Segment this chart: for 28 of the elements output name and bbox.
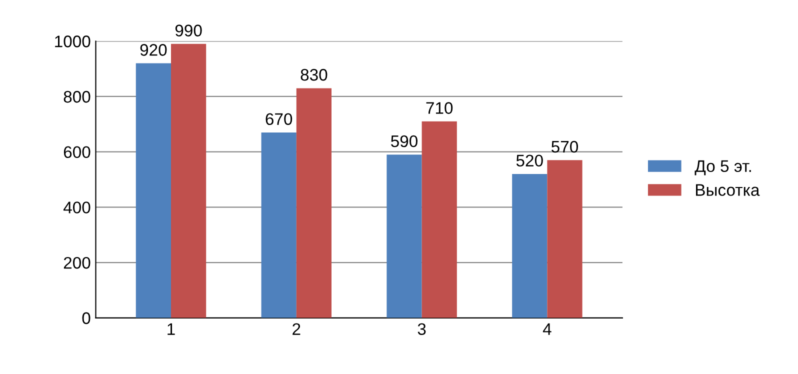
bar: [261, 132, 296, 318]
y-tick-label: 200: [64, 256, 90, 269]
data-label: 520: [516, 154, 543, 167]
data-label: 920: [140, 44, 167, 56]
x-tick-label: 4: [542, 323, 552, 335]
y-tick-label: 0: [82, 312, 90, 324]
bar: [171, 44, 206, 318]
y-tick-label: 800: [64, 90, 90, 103]
data-label: 590: [391, 135, 418, 148]
x-tick-label: 2: [292, 323, 300, 335]
data-label: 570: [552, 140, 578, 153]
legend-label: Высотка: [696, 184, 760, 196]
legend-label: До 5 эт.: [694, 160, 751, 176]
data-label: 670: [266, 113, 292, 126]
x-tick-label: 1: [168, 323, 175, 335]
bar: [512, 174, 548, 318]
bar: [547, 160, 582, 318]
bar: [296, 88, 332, 318]
bar: [422, 121, 457, 318]
data-label: 990: [175, 24, 202, 36]
x-tick-label: 3: [418, 323, 426, 336]
y-tick-label: 1000: [55, 36, 90, 48]
bar: [386, 154, 422, 318]
bar: [136, 63, 171, 318]
y-tick-label: 600: [64, 146, 90, 158]
y-tick-label: 400: [63, 202, 90, 214]
data-label: 830: [300, 68, 328, 81]
data-label: 710: [426, 102, 453, 114]
